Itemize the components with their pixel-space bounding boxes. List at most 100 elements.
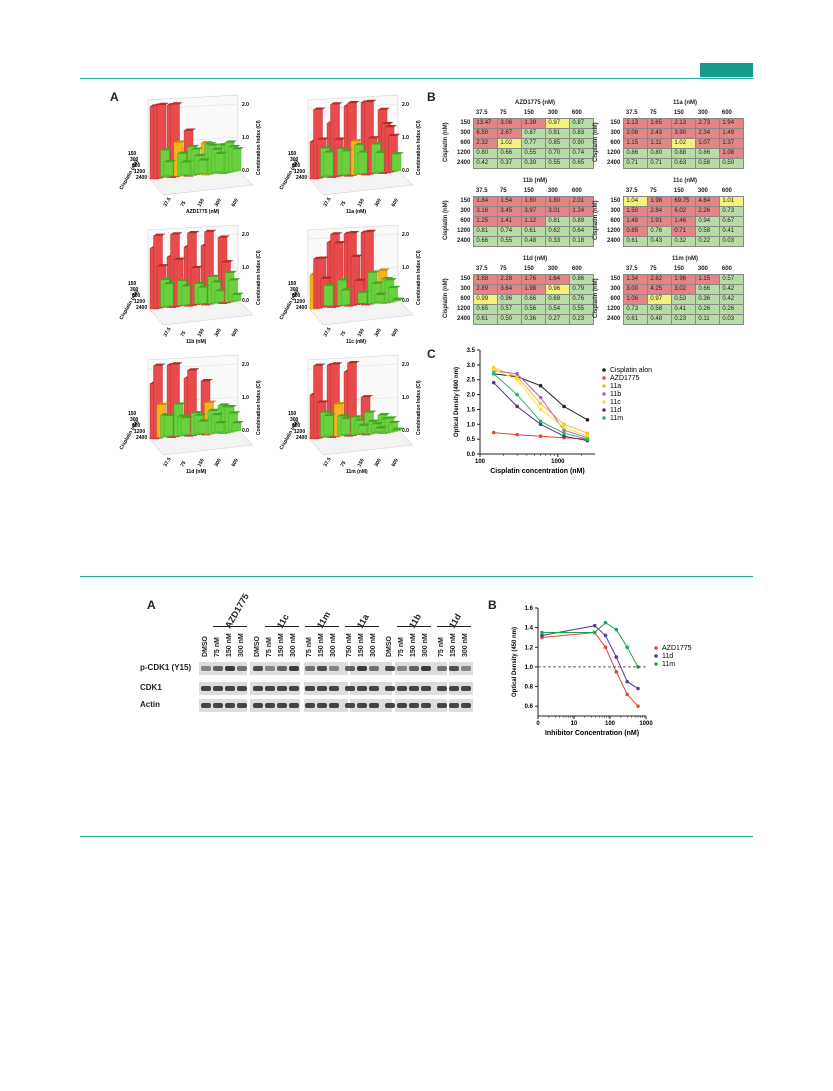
data-point	[592, 623, 597, 628]
protein-band	[329, 703, 339, 708]
grid-cell: 2.26	[695, 206, 721, 217]
grid-cell: 1.07	[695, 138, 721, 149]
data-point	[585, 418, 590, 422]
panel-letter-c: C	[427, 347, 436, 361]
row-tick: 300	[130, 157, 139, 163]
legend-marker	[602, 392, 606, 396]
x-axis-label: 11m (nM)	[346, 469, 368, 475]
ci-bar-top	[364, 410, 377, 413]
col-tick: 300	[374, 458, 383, 468]
grid-cell: 0.86	[569, 274, 595, 285]
legend-marker	[602, 416, 606, 420]
x-tick-label: 100	[605, 721, 616, 727]
x-axis-label: AZD1775 (nM)	[186, 209, 220, 215]
z-tick: 2.0	[402, 232, 409, 238]
data-point	[585, 434, 590, 438]
grid-col-header: 600	[571, 110, 582, 116]
ci-bar-top	[358, 150, 370, 153]
protein-band	[345, 666, 355, 671]
ci-bar-top	[177, 414, 190, 417]
legend-marker	[654, 662, 658, 666]
grid-row-header: 600	[460, 296, 471, 302]
blot-row-label: Actin	[140, 700, 160, 709]
ci-bar-top	[208, 274, 220, 277]
protein-band	[213, 686, 223, 691]
grid-col-header: 600	[721, 188, 732, 194]
data-point	[603, 620, 608, 625]
ci-bar-top	[317, 137, 329, 140]
grid-row: 2400 0.61 0.43 0.32 0.22 0.03	[605, 236, 745, 247]
grid-row-header: 300	[610, 286, 621, 292]
grid-ylabel: Cisplatin (nM)	[593, 278, 599, 318]
grid-row-header: 2400	[457, 160, 471, 166]
grid-row: 300 2.08 2.43 3.90 2.34 1.49	[605, 128, 745, 139]
ci-bar	[163, 161, 174, 177]
ci-bar-top	[347, 231, 360, 233]
corner	[455, 109, 474, 119]
y-tick-label: 1.0	[525, 665, 534, 671]
grid-cell: 0.23	[671, 314, 697, 325]
col-tick: 600	[231, 328, 240, 338]
data-point	[538, 401, 543, 406]
grid-cell: 0.50	[719, 158, 745, 169]
z-tick: 0.0	[402, 428, 409, 434]
grid-cell: 0.56	[521, 304, 547, 315]
ci-bar-top	[371, 142, 384, 145]
col-tick: 600	[231, 458, 240, 468]
ci-bar-top	[215, 151, 227, 154]
panel-letter-b: B	[427, 90, 436, 104]
grid-cell: 2.01	[569, 196, 595, 207]
legend-marker	[654, 654, 658, 658]
z-tick: 2.0	[402, 362, 409, 368]
row-tick: 600	[132, 293, 141, 299]
blot-strip	[199, 699, 247, 712]
grid-cell: 0.36	[521, 314, 547, 325]
grid-cell: 6.02	[671, 206, 697, 217]
protein-band	[357, 666, 367, 671]
z-tick: 1.0	[402, 395, 409, 401]
grid-cell: 2.73	[695, 118, 721, 129]
ci-bar-top	[371, 281, 384, 284]
grid-row-header: 600	[610, 296, 621, 302]
grid-cell: 0.43	[647, 236, 673, 247]
grid-cell: 2.82	[647, 274, 673, 285]
grid-cell: 1.12	[521, 216, 547, 227]
ci-bar-top	[334, 137, 346, 140]
ci-bar-top	[351, 415, 363, 418]
z-tick: 1.0	[242, 395, 249, 401]
grid-cell: 2.32	[473, 138, 499, 149]
grid-col-header: 150	[673, 110, 684, 116]
gridline	[147, 363, 239, 370]
row-tick: 600	[132, 423, 141, 429]
ci-bar	[180, 286, 191, 305]
grid-cell: 1.84	[473, 196, 499, 207]
ci-bar-top	[334, 402, 346, 405]
ci-bar	[391, 153, 402, 171]
col-tick: 150	[197, 328, 206, 338]
row-tick: 1200	[294, 299, 305, 305]
grid-cell: 0.32	[671, 236, 697, 247]
grid-cell: 0.80	[473, 148, 499, 159]
data-point	[538, 419, 543, 424]
grid-cell: 1.48	[623, 216, 649, 227]
protein-band	[317, 666, 327, 671]
grid-cell: 0.70	[545, 148, 571, 159]
grid-cell: 1.98	[647, 196, 673, 207]
ci-grid: 37.5 75 150 300 600 150 1.68 2.28 1.76 1.64 0.86 30…	[455, 265, 595, 325]
protein-band	[397, 703, 407, 708]
z-tick: 2.0	[402, 102, 409, 108]
y-tick-label: 1.0	[467, 422, 476, 428]
ci-bar-top	[371, 422, 384, 425]
treatment-underline	[397, 626, 431, 627]
z-axis-label: Combination Index (CI)	[256, 380, 262, 435]
data-point	[491, 371, 496, 376]
protein-band	[265, 686, 275, 691]
y-tick-label: 1.2	[525, 645, 534, 651]
grid-col-header: 150	[523, 266, 534, 272]
grid-title: 11d (nM)	[522, 256, 548, 262]
row-tick: 150	[128, 281, 137, 287]
data-point	[603, 633, 608, 638]
data-point	[585, 431, 590, 435]
